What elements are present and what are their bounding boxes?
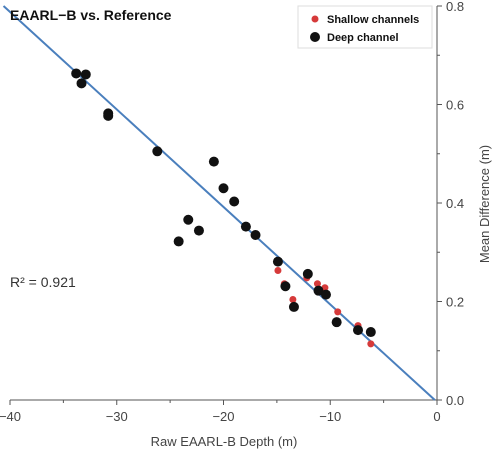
deep-channel-point bbox=[272, 256, 283, 267]
y-tick-label: 0.0 bbox=[446, 393, 464, 408]
shallow-channel-point bbox=[367, 340, 375, 348]
deep-channel-point bbox=[71, 68, 82, 79]
legend-label-shallow: Shallow channels bbox=[327, 14, 419, 26]
deep-channel-point bbox=[218, 183, 229, 194]
x-tick-label: 0 bbox=[433, 409, 440, 424]
y-axis-ticks: 0.0 0.2 0.4 0.6 0.8 bbox=[437, 0, 464, 408]
shallow-channel-point bbox=[274, 266, 282, 274]
y-tick-label: 0.4 bbox=[446, 196, 464, 211]
deep-channel-point bbox=[208, 156, 219, 167]
legend-swatch-shallow bbox=[311, 15, 319, 23]
deep-channel-point bbox=[103, 110, 114, 121]
deep-channel-point bbox=[313, 285, 324, 296]
deep-channel-point bbox=[193, 225, 204, 236]
legend-swatch-deep bbox=[310, 32, 320, 42]
x-axis-label: Raw EAARL-B Depth (m) bbox=[151, 434, 298, 449]
deep-channel-point bbox=[76, 78, 87, 89]
x-tick-label: −40 bbox=[0, 409, 21, 424]
x-axis-ticks: −40 −30 −20 −10 0 bbox=[0, 400, 441, 424]
deep-channel-point bbox=[229, 196, 240, 207]
y-tick-label: 0.2 bbox=[446, 295, 464, 310]
deep-channel-point bbox=[353, 325, 364, 336]
legend-box bbox=[297, 5, 433, 49]
deep-channel-point bbox=[80, 69, 91, 80]
x-tick-label: −30 bbox=[106, 409, 128, 424]
deep-channel-point bbox=[250, 230, 261, 241]
shallow-channel-point bbox=[313, 280, 321, 288]
deep-channel-point bbox=[183, 214, 194, 225]
r-squared-annotation: R² = 0.921 bbox=[10, 274, 76, 290]
deep-channel-point bbox=[302, 268, 313, 279]
x-tick-label: −10 bbox=[319, 409, 341, 424]
shallow-channel-point bbox=[334, 308, 342, 316]
y-axis-label: Mean Difference (m) bbox=[477, 145, 492, 263]
deep-channel-point bbox=[331, 317, 342, 328]
deep-channel-point bbox=[365, 327, 376, 338]
data-points bbox=[71, 68, 376, 348]
deep-channel-point bbox=[240, 221, 251, 232]
deep-channel-point bbox=[152, 146, 163, 157]
deep-channel-point bbox=[173, 236, 184, 247]
y-tick-label: 0.6 bbox=[446, 98, 464, 113]
y-tick-label: 0.8 bbox=[446, 0, 464, 14]
chart-title: EAARL−B vs. Reference bbox=[10, 7, 172, 23]
legend: Shallow channels Deep channel bbox=[297, 5, 433, 49]
deep-channel-point bbox=[288, 301, 299, 312]
shallow-channel-point bbox=[289, 296, 297, 304]
x-tick-label: −20 bbox=[212, 409, 234, 424]
deep-channel-point bbox=[280, 281, 291, 292]
deep-channel-point bbox=[320, 289, 331, 300]
legend-label-deep: Deep channel bbox=[327, 32, 399, 44]
